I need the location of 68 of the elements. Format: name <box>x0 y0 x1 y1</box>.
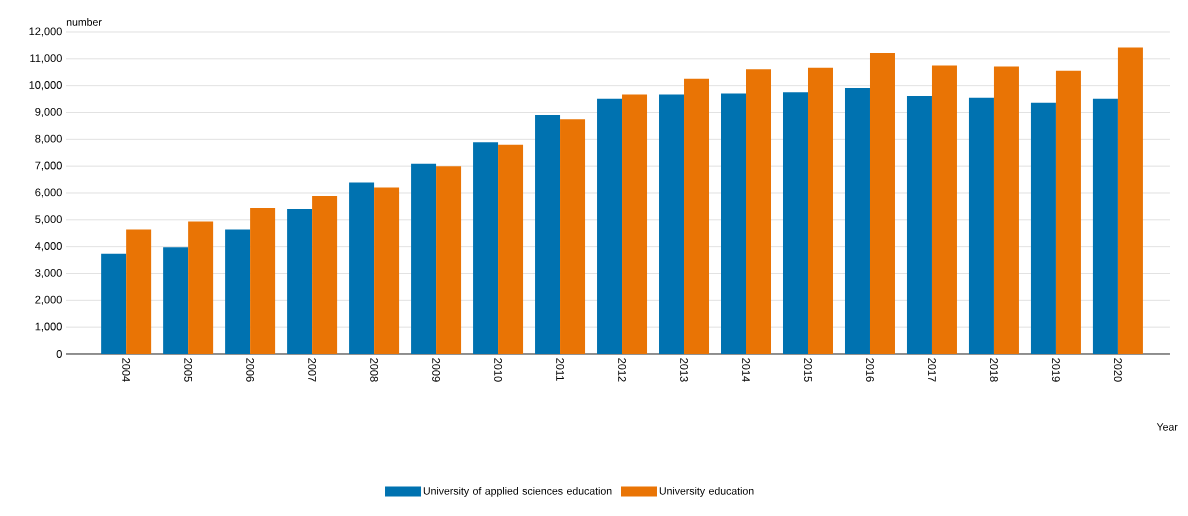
x-tick-label: 2009 <box>432 358 440 382</box>
bar <box>250 208 276 354</box>
y-tick-label: 5,000 <box>35 215 62 225</box>
y-tick-label: 7,000 <box>35 161 62 171</box>
x-tick-label: 2004 <box>122 358 131 382</box>
x-tick-label: 2014 <box>742 358 750 382</box>
x-axis-title: Year <box>1156 423 1178 431</box>
bar <box>931 65 957 354</box>
x-tick-label: 2005 <box>184 358 193 382</box>
x-tick-label: 2012 <box>618 358 626 382</box>
bar <box>188 221 214 354</box>
bar <box>993 66 1019 354</box>
y-tick-label: 2,000 <box>35 295 62 305</box>
bar <box>684 78 710 354</box>
x-tick-label: 2016 <box>866 358 874 382</box>
bar <box>597 98 623 354</box>
bar <box>659 94 685 354</box>
bar <box>560 119 586 354</box>
bar <box>783 92 808 354</box>
bar <box>225 229 251 354</box>
y-tick-label: 9,000 <box>35 107 62 118</box>
bar <box>622 94 648 354</box>
x-tick-label: 2010 <box>494 358 502 382</box>
bar <box>126 229 152 354</box>
bar <box>721 93 747 354</box>
bar <box>411 163 437 354</box>
y-tick-label: 1,000 <box>35 322 62 332</box>
bar <box>906 96 932 354</box>
bar <box>968 97 994 354</box>
bar <box>1055 70 1081 354</box>
bar <box>101 253 127 354</box>
x-tick-label: 2013 <box>680 358 688 382</box>
y-tick-label: 6,000 <box>35 188 62 198</box>
x-tick-label: 2006 <box>246 358 255 382</box>
bar <box>1117 47 1143 354</box>
x-tick-label: 2011 <box>556 358 564 381</box>
bar <box>374 187 400 354</box>
bar <box>869 52 895 354</box>
x-tick-label: 2007 <box>308 358 316 382</box>
bar <box>807 67 833 354</box>
bar <box>535 114 561 354</box>
y-tick-label: 10,000 <box>29 81 62 91</box>
x-tick-label: 2017 <box>928 358 936 382</box>
x-tick-label: 2019 <box>1052 358 1060 382</box>
x-tick-label: 2015 <box>804 358 812 382</box>
legend-label: University education <box>659 486 754 497</box>
bar <box>746 69 772 354</box>
legend-label: University of applied sciences education <box>423 486 612 497</box>
bar <box>473 142 499 354</box>
bar <box>287 209 313 354</box>
bar <box>844 88 870 354</box>
bar <box>312 195 338 354</box>
y-tick-label: 3,000 <box>35 268 62 279</box>
y-tick-label: 4,000 <box>35 242 62 252</box>
bar <box>1030 102 1056 354</box>
y-tick-label: 8,000 <box>35 134 62 144</box>
bar <box>498 144 524 354</box>
y-tick-label: 0 <box>56 350 62 358</box>
bar <box>1092 98 1118 354</box>
x-tick-label: 2018 <box>990 358 998 382</box>
bar <box>349 182 375 354</box>
y-axis-title: number <box>66 18 102 26</box>
bar <box>436 166 462 354</box>
bar <box>163 247 189 354</box>
y-tick-label: 11,000 <box>30 54 62 64</box>
x-tick-label: 2008 <box>370 358 378 382</box>
y-tick-label: 12,000 <box>29 27 62 37</box>
x-tick-label: 2020 <box>1114 358 1122 382</box>
